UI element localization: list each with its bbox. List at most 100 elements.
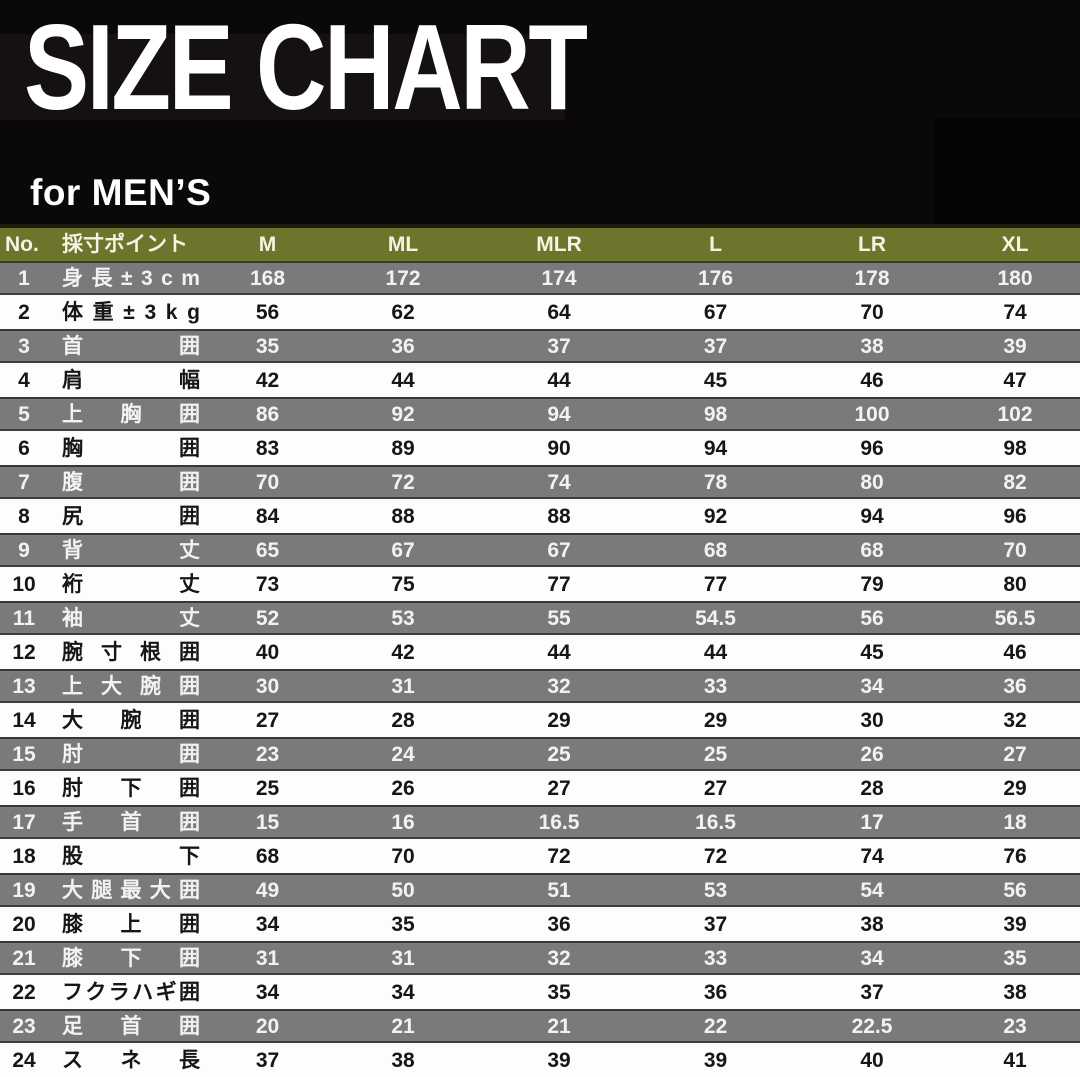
header-cell-m: M: [258, 233, 277, 256]
cell-value: 28: [391, 708, 415, 732]
cell-value: 67: [703, 300, 728, 324]
table-row: 1 身長 ±3 c m 168 172 174 176 178 180: [0, 261, 1080, 295]
cell-no: 23: [12, 1014, 36, 1038]
cell-label: スネ長: [62, 1048, 200, 1072]
cell-no: 5: [18, 402, 30, 426]
cell-no: 17: [12, 810, 36, 834]
cell-value: 17: [860, 810, 884, 834]
cell-value: 68: [860, 538, 884, 562]
cell-no: 19: [12, 878, 36, 902]
cell-no: 24: [12, 1048, 36, 1072]
cell-no: 22: [12, 980, 36, 1004]
table-row: 2 体重 ±3 k g 56 62 64 67 70 74: [0, 295, 1080, 329]
cell-value: 16.5: [538, 810, 580, 834]
header-cell-lr: LR: [858, 233, 886, 256]
cell-label: 裄丈: [62, 572, 200, 596]
cell-no: 4: [18, 368, 30, 392]
cell-value: 64: [547, 300, 571, 324]
cell-value: 92: [391, 402, 415, 426]
cell-no: 10: [12, 572, 36, 596]
header-cell-mlr: MLR: [536, 233, 582, 256]
table-row: 3 首囲 35 36 37 37 38 39: [0, 329, 1080, 363]
cell-value: 75: [391, 572, 415, 596]
cell-value: 72: [391, 470, 415, 494]
cell-value: 45: [703, 368, 728, 392]
header-cell-l: L: [709, 233, 722, 256]
cell-value: 36: [391, 334, 415, 358]
cell-value: 51: [547, 878, 571, 902]
cell-value: 37: [255, 1048, 280, 1072]
cell-value: 23: [255, 742, 280, 766]
cell-value: 80: [860, 470, 884, 494]
cell-no: 8: [18, 504, 30, 528]
header-cell-xl: XL: [1001, 233, 1029, 256]
cell-label: 手首囲: [62, 810, 200, 834]
cell-value: 168: [249, 266, 286, 290]
cell-value: 39: [547, 1048, 571, 1072]
table-row: 19 大腿最大囲 49 50 51 53 54 56: [0, 873, 1080, 907]
cell-value: 178: [854, 266, 890, 290]
table-row: 20 膝上囲 34 35 36 37 38 39: [0, 907, 1080, 941]
cell-value: 44: [547, 368, 571, 392]
cell-value: 32: [1003, 708, 1027, 732]
cell-value: 47: [1003, 368, 1027, 392]
cell-no: 14: [12, 708, 36, 732]
table-row: 15 肘囲 23 24 25 25 26 27: [0, 737, 1080, 771]
table-row: 14 大腕囲 27 28 29 29 30 32: [0, 703, 1080, 737]
table-row: 5 上胸囲 86 92 94 98 100 102: [0, 397, 1080, 431]
cell-value: 41: [1003, 1048, 1027, 1072]
cell-value: 62: [391, 300, 415, 324]
cell-no: 9: [18, 538, 30, 562]
cell-value: 79: [860, 572, 884, 596]
cell-value: 88: [547, 504, 571, 528]
cell-value: 38: [391, 1048, 415, 1072]
table-row: 6 胸囲 83 89 90 94 96 98: [0, 431, 1080, 465]
cell-value: 42: [255, 368, 280, 392]
cell-value: 16.5: [695, 810, 736, 834]
cell-value: 94: [860, 504, 884, 528]
cell-value: 94: [547, 402, 571, 426]
cell-value: 67: [547, 538, 571, 562]
cell-value: 27: [703, 776, 728, 800]
cell-value: 35: [547, 980, 571, 1004]
cell-value: 72: [547, 844, 571, 868]
cell-value: 29: [703, 708, 728, 732]
cell-value: 180: [997, 266, 1033, 290]
cell-value: 88: [391, 504, 415, 528]
cell-value: 37: [547, 334, 571, 358]
size-table-body: 1 身長 ±3 c m 168 172 174 176 178 180 2 体重 ±3 k g 56 62 64 67…: [0, 261, 1080, 1077]
cell-value: 80: [1003, 572, 1027, 596]
cell-value: 46: [860, 368, 884, 392]
cell-label: 大腿最大囲: [62, 878, 200, 902]
cell-value: 40: [860, 1048, 884, 1072]
cell-value: 30: [860, 708, 884, 732]
table-row: 10 裄丈 73 75 77 77 79 80: [0, 567, 1080, 601]
cell-value: 29: [1003, 776, 1027, 800]
cell-value: 67: [391, 538, 415, 562]
cell-value: 96: [1003, 504, 1027, 528]
cell-value: 39: [703, 1048, 728, 1072]
cell-value: 31: [391, 674, 415, 698]
cell-label: 腹囲: [62, 470, 200, 494]
cell-value: 38: [860, 912, 884, 936]
cell-label: 腕寸根囲: [62, 640, 200, 664]
cell-value: 34: [391, 980, 415, 1004]
table-row: 21 膝下囲 31 31 32 33 34 35: [0, 941, 1080, 975]
cell-value: 89: [391, 436, 415, 460]
cell-value: 68: [703, 538, 728, 562]
cell-value: 39: [1003, 334, 1027, 358]
table-row: 11 袖丈 52 53 55 54.5 56 56.5: [0, 601, 1080, 635]
cell-no: 20: [12, 912, 36, 936]
cell-label: 体重 ±3 k g: [62, 300, 200, 324]
cell-value: 36: [547, 912, 571, 936]
cell-value: 16: [391, 810, 415, 834]
cell-value: 92: [703, 504, 728, 528]
cell-value: 35: [1003, 946, 1027, 970]
cell-label: 首囲: [62, 334, 200, 358]
cell-value: 174: [541, 266, 577, 290]
table-row: 18 股下 68 70 72 72 74 76: [0, 839, 1080, 873]
cell-label: 足首囲: [62, 1014, 200, 1038]
cell-value: 34: [255, 912, 280, 936]
cell-no: 15: [12, 742, 36, 766]
